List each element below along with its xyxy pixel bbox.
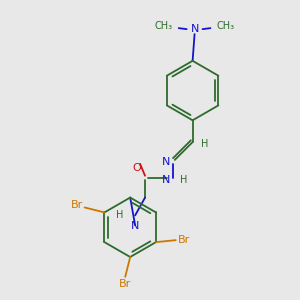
Text: Br: Br [119,279,131,289]
Text: H: H [116,210,123,220]
Text: Br: Br [70,200,83,211]
Text: N: N [161,175,170,185]
Text: H: H [180,175,187,185]
Text: CH₃: CH₃ [155,21,173,31]
Text: N: N [161,157,170,167]
Text: N: N [190,24,199,34]
Text: CH₃: CH₃ [216,21,235,31]
Text: O: O [133,163,142,173]
Text: H: H [200,139,208,149]
Text: Br: Br [178,235,190,245]
Text: N: N [131,221,139,231]
